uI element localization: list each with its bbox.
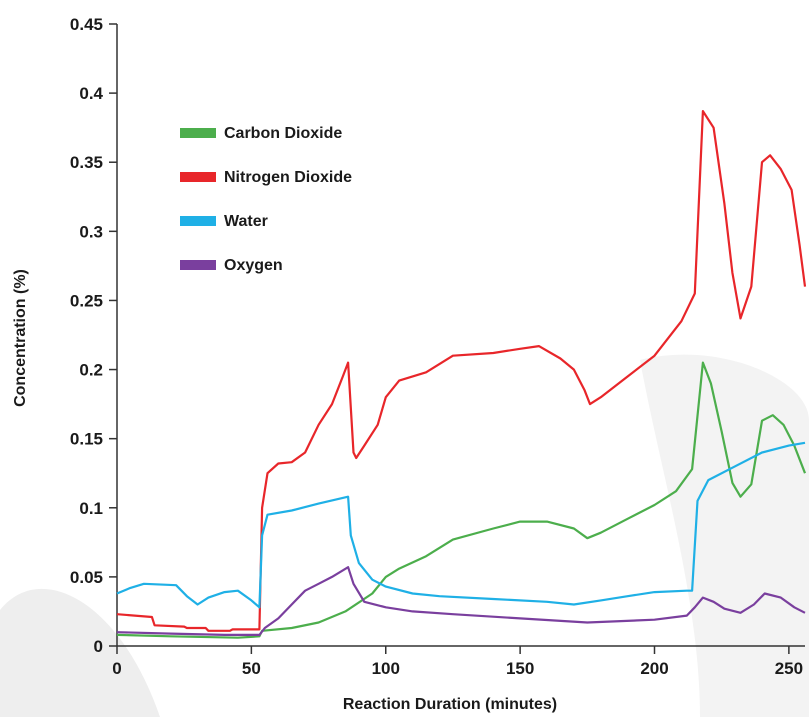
legend-label-oxygen: Oxygen (224, 257, 283, 274)
legend-label-carbon-dioxide: Carbon Dioxide (224, 125, 342, 142)
y-tick-label: 0.05 (70, 568, 103, 587)
series-lines (116, 110, 807, 639)
series-line-water (116, 441, 806, 609)
legend-swatch-nitrogen-dioxide (180, 172, 216, 182)
axes: 0 0.05 0.1 0.15 0.2 0.25 0.3 0.35 0.4 0.45 0 50 100 1… (70, 15, 805, 678)
y-tick-label: 0.1 (79, 499, 103, 518)
y-tick-label: 0.15 (70, 430, 103, 449)
x-tick-label: 100 (372, 659, 400, 678)
legend-label-water: Water (224, 213, 268, 230)
y-tick-label: 0.4 (79, 84, 103, 103)
y-tick-label: 0.35 (70, 153, 103, 172)
x-tick-label: 0 (112, 659, 121, 678)
y-tick-label: 0.2 (79, 361, 103, 380)
series-line-oxygen (116, 566, 806, 636)
legend-swatch-carbon-dioxide (180, 128, 216, 138)
series-line-nitrogen-dioxide (116, 110, 807, 632)
legend-swatch-oxygen (180, 260, 216, 270)
y-tick-label: 0.45 (70, 15, 103, 34)
y-tick-label: 0.25 (70, 291, 103, 310)
legend-label-nitrogen-dioxide: Nitrogen Dioxide (224, 169, 352, 186)
x-tick-label: 50 (242, 659, 261, 678)
y-axis-label: Concentration (%) (12, 269, 29, 407)
y-tick-label: 0.3 (79, 222, 103, 241)
legend-swatch-water (180, 216, 216, 226)
background-decoration (0, 354, 809, 717)
series-line-carbon-dioxide (116, 361, 807, 639)
x-axis-label: Reaction Duration (minutes) (343, 696, 557, 713)
legend: Carbon Dioxide Nitrogen Dioxide Water Oxyge… (180, 125, 352, 274)
y-tick-label: 0 (94, 637, 103, 656)
x-tick-label: 150 (506, 659, 534, 678)
x-tick-label: 250 (775, 659, 803, 678)
x-tick-label: 200 (640, 659, 668, 678)
